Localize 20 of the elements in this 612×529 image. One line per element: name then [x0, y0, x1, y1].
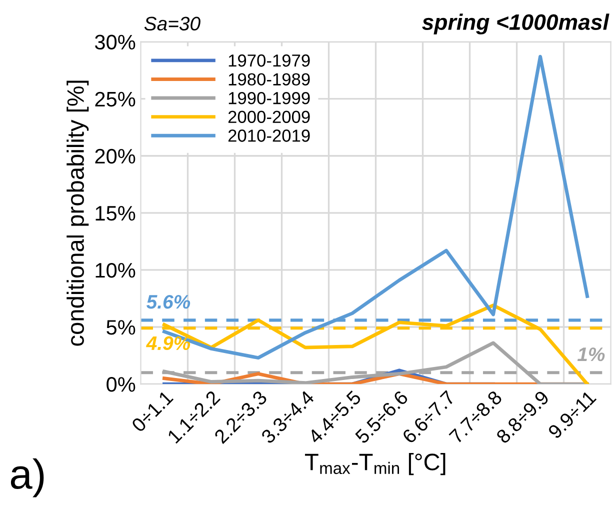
y-tick-label: 0% [106, 377, 136, 392]
y-tick-label: 30% [94, 34, 136, 50]
ref-line-label: 1% [577, 348, 605, 362]
text: spring <1000masl [422, 14, 610, 34]
text: Sa=30 [144, 16, 200, 31]
y-tick-label: 20% [95, 148, 136, 164]
legend-label: 2010-2019 [228, 130, 310, 142]
y-tick-label: 25% [95, 92, 136, 107]
x-axis-title: T$_{max}$-T$_{min}$ [°C] [304, 453, 446, 476]
ref-line-label: 4.9% [146, 336, 190, 350]
y-tick-label: 10% [96, 262, 136, 278]
legend-label: 1970-1979 [228, 54, 310, 67]
legend-label: 2000-2009 [228, 110, 310, 124]
y-tick-label: 15% [96, 206, 136, 221]
legend-label: 1990-1999 [228, 92, 310, 104]
y-tick-label: 5% [106, 320, 136, 335]
ref-line-label: 5.6% [146, 294, 190, 309]
legend-label: 1980-1989 [228, 73, 310, 86]
y-axis-title: conditional probability [%] [66, 80, 89, 346]
text: a) [10, 458, 44, 498]
